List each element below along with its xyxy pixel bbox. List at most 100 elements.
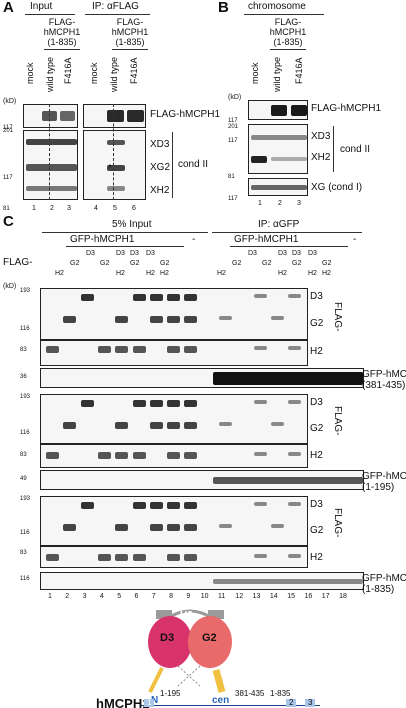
panel-c-letter: C — [3, 213, 14, 230]
blot-a-cond-input — [23, 130, 78, 200]
blot-c1-gfp — [40, 368, 364, 388]
blot-band — [219, 316, 232, 320]
construct-a1-line3: (1-835) — [47, 37, 77, 47]
label-gfp-1-195-line1: GFP-hMCPH1 — [362, 471, 406, 482]
construct-b-line2: hMCPH1 — [269, 27, 307, 37]
range-1-835: 1-835 — [270, 689, 291, 698]
h2-subunit-right — [208, 610, 224, 619]
panel-c-ip-header: IP: αGFP — [258, 219, 300, 230]
blot-band — [97, 452, 111, 459]
h2-subunit-left — [156, 610, 172, 619]
lane-number-c: 14 — [269, 593, 278, 600]
panel-a-ip-header: IP: αFLAG — [92, 1, 139, 12]
g2-label: G2 — [202, 632, 217, 644]
gfp-dash-input: - — [192, 234, 196, 245]
domain-box-1: 1 — [144, 699, 155, 707]
blot-band — [115, 452, 129, 459]
flag-prefix: FLAG- — [3, 257, 33, 268]
blot-band — [219, 422, 232, 426]
blot-band — [270, 316, 284, 320]
lane-number-c: 6 — [134, 593, 139, 600]
construct-b-line3: (1-835) — [273, 37, 303, 47]
blot-a-cond-ip — [83, 130, 146, 200]
blot-band — [167, 524, 181, 531]
range-381-435: 381-435 — [235, 689, 265, 698]
blot-band — [132, 452, 146, 459]
blot-band — [46, 554, 59, 561]
label-b-xg: XG (cond I) — [311, 182, 363, 193]
panel-a-letter: A — [3, 0, 14, 16]
blot-band — [149, 316, 163, 323]
blot-band — [63, 316, 77, 323]
blot-a-flag-input — [23, 104, 78, 128]
protein-label: hMCPH1 — [96, 696, 150, 708]
kd-label-a: (kD) — [3, 98, 17, 105]
lane-number-c: 3 — [82, 593, 87, 600]
blot-band — [184, 346, 198, 353]
label-gfp-1-195-line2: (1-195) — [362, 482, 395, 493]
mw-a-201: 201 — [3, 128, 14, 134]
blot-band — [288, 502, 302, 506]
blot-band — [184, 502, 198, 509]
gfp-dash-ip: - — [353, 234, 357, 245]
blot-band — [288, 346, 302, 350]
input-underline — [25, 14, 75, 15]
panel-b-header: chromosome — [248, 1, 306, 12]
lane-number-c: 15 — [287, 593, 295, 600]
blot-band — [167, 422, 181, 429]
range-1-195: 1-195 — [160, 689, 181, 698]
arrow-g2-cen — [212, 669, 226, 693]
lane-label-mock: mock — [25, 62, 35, 84]
blot-band — [253, 346, 267, 350]
lane-number-c: 12 — [235, 593, 244, 600]
lane-number-c: 5 — [117, 593, 122, 600]
label-a-xh2: XH2 — [150, 185, 170, 196]
blot-band — [184, 294, 198, 301]
blot-band — [46, 346, 59, 353]
lane-number-c: 16 — [304, 593, 313, 600]
d3-subunit — [148, 616, 192, 668]
lane-label-f416a: F416A — [63, 57, 73, 84]
lane-number-c: 9 — [186, 593, 191, 600]
lane-label-f416a-ip: F416A — [129, 57, 139, 84]
panel-c-input-header: 5% Input — [112, 219, 152, 230]
blot-band — [115, 316, 129, 323]
panel-a-input-header: Input — [30, 1, 53, 12]
gfp-header-ip: GFP-hMCPH1 — [234, 234, 299, 245]
blot-band — [132, 294, 146, 301]
blot-band — [253, 294, 267, 298]
label-a-flag-hmcph1: FLAG-hMCPH1 — [150, 109, 221, 120]
blot-band — [288, 554, 302, 558]
blot-band — [132, 346, 146, 353]
blot-band — [270, 524, 284, 528]
blot-band — [167, 294, 181, 301]
blot-c2-h2 — [40, 444, 308, 468]
h2-arc — [167, 609, 213, 620]
blot-band — [46, 452, 59, 459]
blot-a-flag-ip — [83, 104, 146, 128]
blot-band — [97, 346, 111, 353]
label-b-cond2: cond II — [340, 144, 371, 155]
blot-band — [253, 452, 267, 456]
dotted-arrow-1 — [177, 665, 201, 687]
lane-label-mock-ip: mock — [89, 62, 99, 84]
h2-label: H2 — [180, 610, 193, 621]
blot-band — [253, 554, 267, 558]
blot-band — [253, 502, 267, 506]
blot-band — [288, 452, 302, 456]
blot-band — [80, 400, 94, 407]
blot-band — [288, 400, 302, 404]
label-b-xh2: XH2 — [311, 152, 331, 163]
blot-band — [167, 316, 181, 323]
blot-band — [253, 400, 267, 404]
blot-b-flag — [248, 100, 308, 120]
blot-band — [149, 502, 163, 509]
blot-band — [115, 524, 129, 531]
construct-b-line1: FLAG- — [274, 17, 302, 27]
blot-band — [184, 554, 198, 561]
d3-label: D3 — [160, 632, 175, 644]
blot-band — [167, 452, 181, 459]
mw-a-81: 81 — [3, 206, 10, 212]
construct-a2-line2: hMCPH1 — [111, 27, 149, 37]
label-a-xd3: XD3 — [150, 139, 170, 150]
